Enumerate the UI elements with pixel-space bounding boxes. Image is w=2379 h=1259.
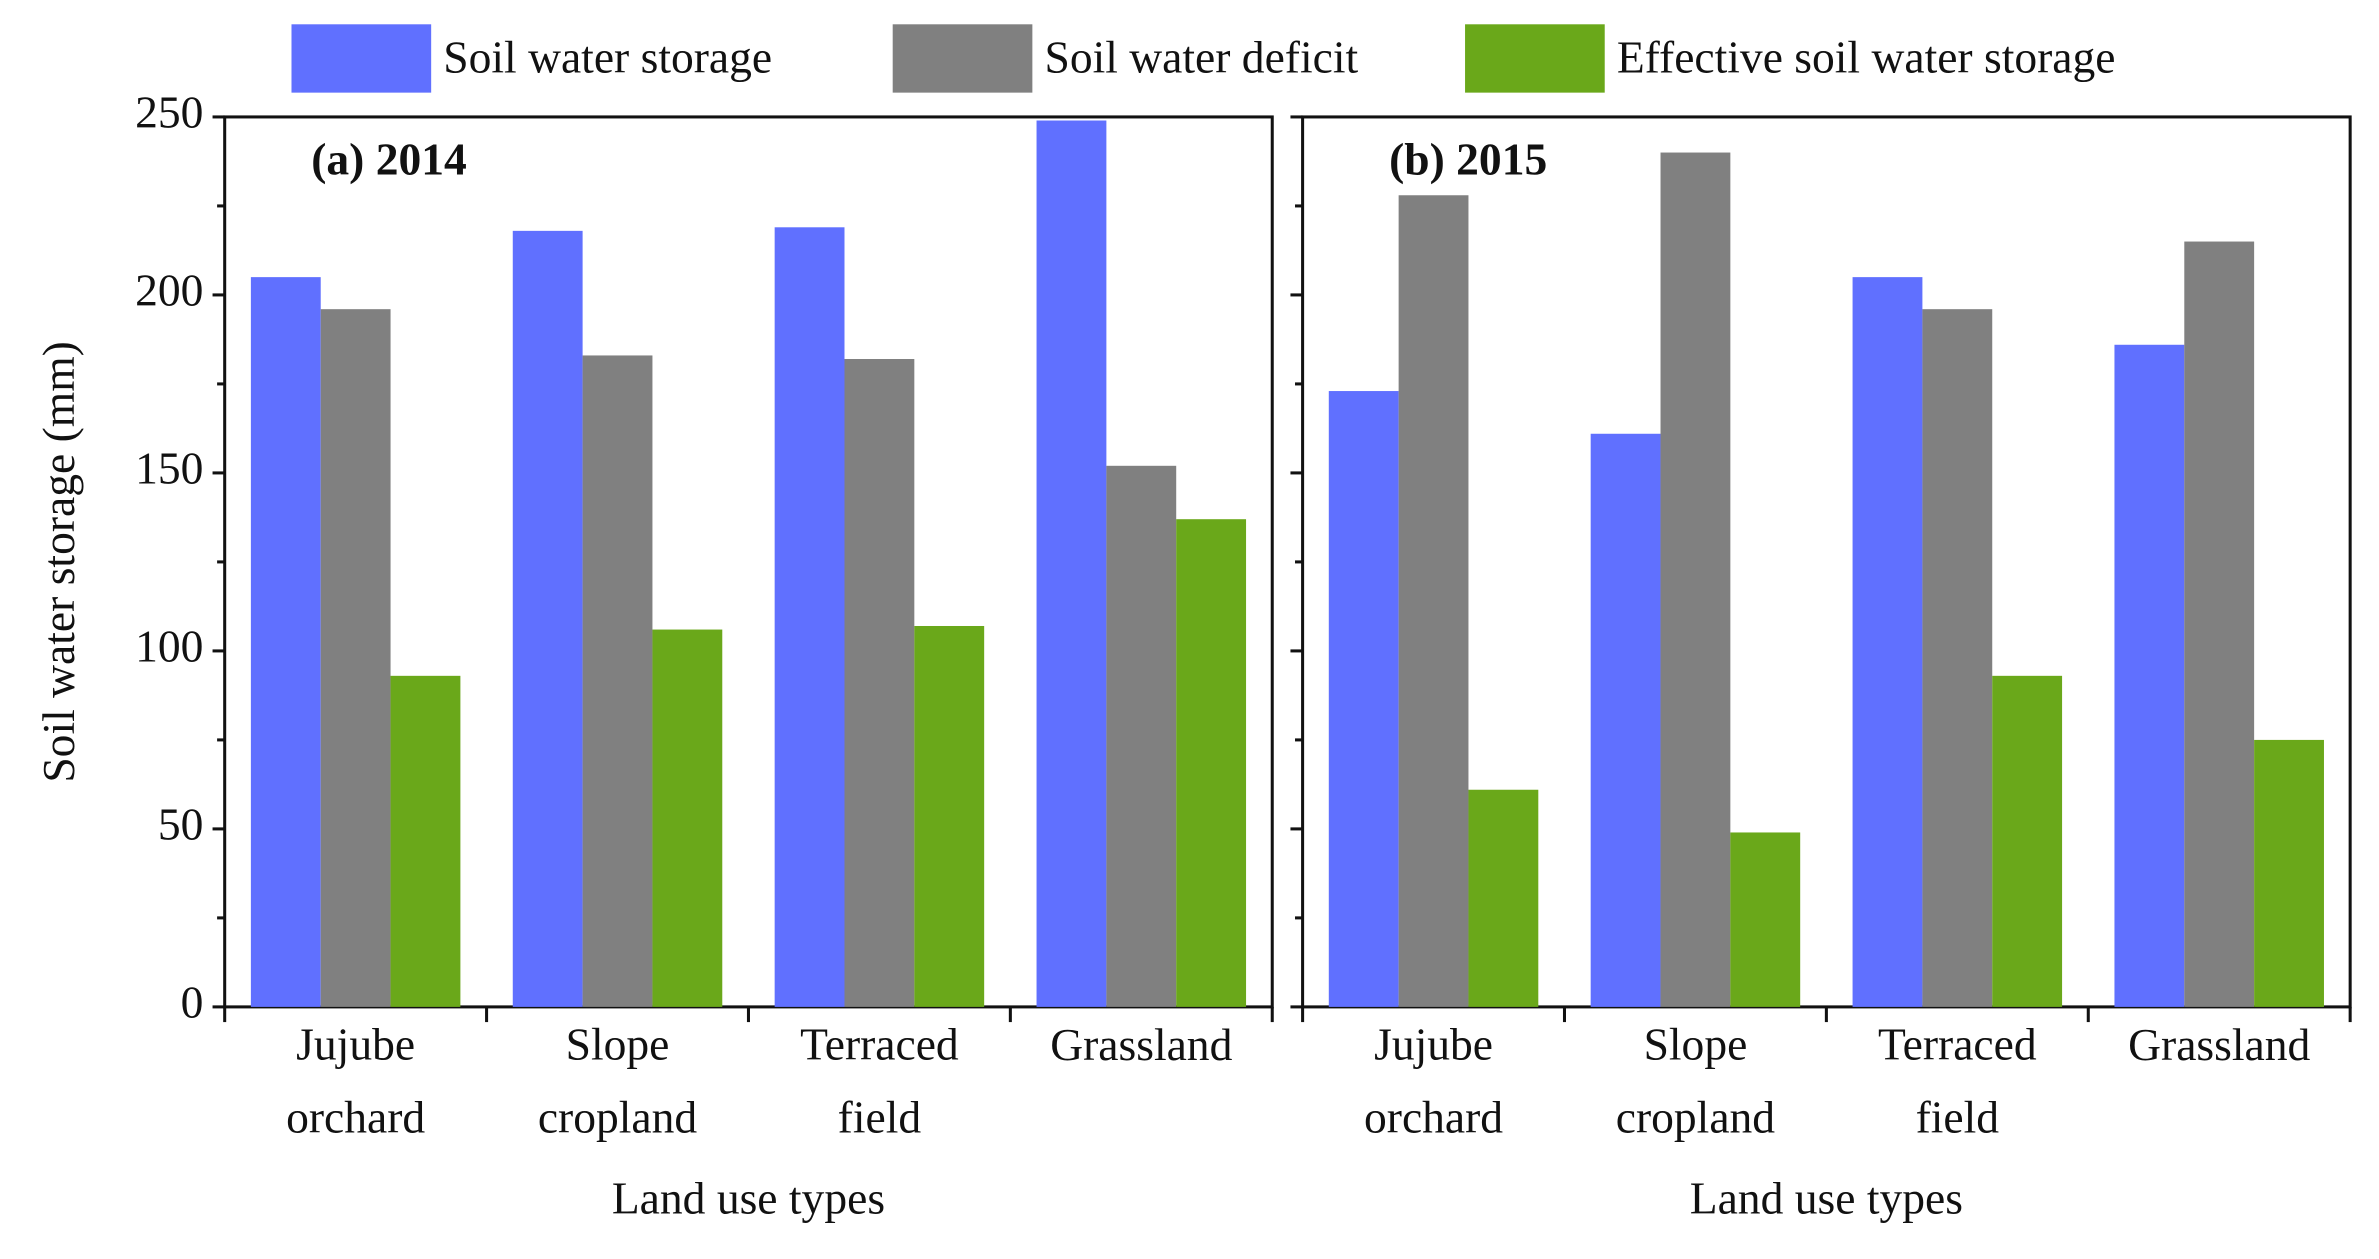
bar [1328, 391, 1399, 1007]
bar [1398, 195, 1469, 1007]
y-tick-label: 250 [135, 86, 203, 137]
x-tick-label-line: Slope [1644, 1019, 1748, 1070]
x-tick-label-line: orchard [1364, 1092, 1503, 1143]
bar [2114, 344, 2185, 1007]
bar [320, 309, 391, 1007]
y-tick-label: 150 [135, 442, 203, 493]
x-tick-label-line: orchard [286, 1092, 425, 1143]
x-tick-label: Grassland [1050, 1019, 1232, 1070]
x-tick-label: Terraced field [800, 1019, 959, 1143]
legend-label: Soil water storage [443, 32, 772, 83]
bar [2254, 739, 2324, 1007]
bar [1468, 789, 1539, 1007]
x-tick-label-line: field [1916, 1092, 2000, 1143]
bar [1590, 433, 1661, 1007]
panel-title: (b) 2015 [1389, 133, 1547, 184]
bar [914, 625, 985, 1007]
x-tick-label: Slope cropland [538, 1019, 698, 1143]
x-tick-label-line: Terraced [1878, 1019, 2037, 1070]
bar [1036, 120, 1107, 1007]
y-tick-label: 50 [158, 798, 204, 849]
x-tick-label-line: Terraced [800, 1019, 959, 1070]
y-tick-label: 100 [135, 620, 203, 671]
bar [582, 355, 653, 1007]
panel-title: (a) 2014 [311, 133, 467, 184]
bar [250, 277, 321, 1007]
x-tick-label-line: Jujube [296, 1019, 415, 1070]
x-tick-label-line: Slope [566, 1019, 670, 1070]
x-tick-label-line: cropland [538, 1092, 698, 1143]
legend-swatch [291, 24, 432, 93]
y-tick-label: 200 [135, 264, 203, 315]
bar [1106, 465, 1177, 1007]
bar [774, 227, 845, 1007]
bar [1730, 832, 1801, 1007]
x-axis-label: Land use types [1690, 1172, 1963, 1223]
x-tick-label-line: cropland [1616, 1092, 1776, 1143]
bar [1176, 519, 1247, 1007]
bar [2184, 241, 2255, 1007]
x-tick-label: Slope cropland [1616, 1019, 1776, 1143]
bar [1992, 675, 2063, 1007]
x-tick-label: Grassland [2128, 1019, 2310, 1070]
legend-label: Effective soil water storage [1617, 32, 2116, 83]
x-tick-label-line: field [838, 1092, 922, 1143]
legend-swatch [892, 24, 1033, 93]
legend-swatch [1465, 24, 1605, 93]
bar [1922, 309, 1993, 1007]
x-tick-label: Jujube orchard [286, 1019, 425, 1143]
x-axis-label: Land use types [612, 1172, 885, 1223]
bar [652, 629, 723, 1007]
bar [1852, 277, 1923, 1007]
y-tick-label: 0 [181, 976, 204, 1027]
x-tick-label: Jujube orchard [1364, 1019, 1503, 1143]
y-axis-label: Soil water storage (mm) [33, 341, 84, 783]
legend-label: Soil water deficit [1045, 32, 1359, 83]
bar [1660, 152, 1731, 1007]
x-tick-label-line: Jujube [1374, 1019, 1493, 1070]
bar [844, 359, 915, 1007]
bar [512, 230, 583, 1007]
bar [390, 675, 461, 1007]
x-tick-label: Terraced field [1878, 1019, 2037, 1143]
